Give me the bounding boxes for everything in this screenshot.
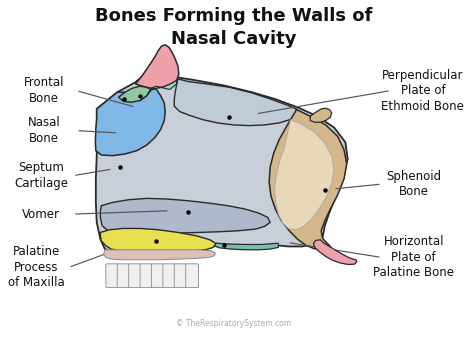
Polygon shape	[100, 198, 270, 233]
FancyBboxPatch shape	[152, 264, 164, 288]
Text: Frontal
Bone: Frontal Bone	[24, 76, 64, 105]
Text: Bones Forming the Walls of
Nasal Cavity: Bones Forming the Walls of Nasal Cavity	[95, 7, 372, 48]
Text: Vomer: Vomer	[22, 208, 60, 221]
Polygon shape	[95, 89, 165, 155]
Text: © TheRespiratorySystem.com: © TheRespiratorySystem.com	[176, 319, 291, 328]
Text: Septum
Cartilage: Septum Cartilage	[14, 162, 68, 190]
Text: Palatine
Process
of Maxilla: Palatine Process of Maxilla	[8, 245, 65, 289]
Polygon shape	[136, 45, 179, 88]
FancyBboxPatch shape	[140, 264, 153, 288]
Polygon shape	[214, 243, 278, 250]
Polygon shape	[118, 86, 151, 102]
FancyBboxPatch shape	[174, 264, 187, 288]
FancyBboxPatch shape	[163, 264, 176, 288]
Text: Perpendicular
Plate of
Ethmoid Bone: Perpendicular Plate of Ethmoid Bone	[382, 69, 465, 113]
FancyBboxPatch shape	[106, 264, 118, 288]
FancyBboxPatch shape	[186, 264, 199, 288]
Polygon shape	[100, 228, 216, 251]
Polygon shape	[151, 80, 176, 90]
FancyBboxPatch shape	[128, 264, 141, 288]
Polygon shape	[313, 240, 357, 264]
Polygon shape	[310, 108, 332, 122]
Polygon shape	[174, 79, 298, 126]
Text: Horizontal
Plate of
Palatine Bone: Horizontal Plate of Palatine Bone	[374, 236, 454, 280]
Polygon shape	[103, 250, 215, 260]
Polygon shape	[274, 120, 334, 230]
Polygon shape	[269, 110, 347, 250]
Text: Nasal
Bone: Nasal Bone	[28, 116, 61, 145]
Text: Sphenoid
Bone: Sphenoid Bone	[386, 170, 441, 198]
Polygon shape	[96, 66, 347, 253]
FancyBboxPatch shape	[117, 264, 130, 288]
